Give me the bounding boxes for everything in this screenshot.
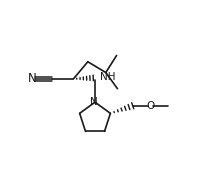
Text: N: N — [28, 72, 37, 85]
Text: NH: NH — [99, 72, 115, 82]
Text: O: O — [147, 101, 155, 111]
Text: N: N — [90, 97, 98, 107]
